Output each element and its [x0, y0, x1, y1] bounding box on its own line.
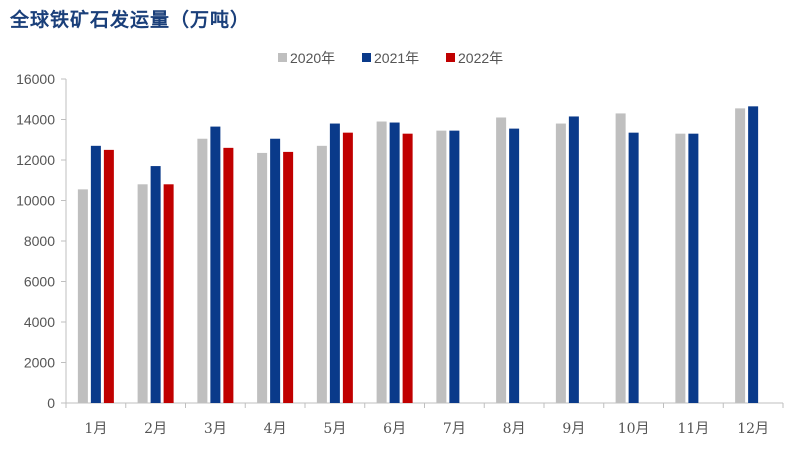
bar-2020年-4月 — [257, 152, 268, 403]
bar-2020年-10月 — [615, 113, 626, 404]
bar-2020年-5月 — [316, 145, 327, 403]
bar-2021年-2月 — [150, 166, 161, 403]
bar-2020年-11月 — [675, 133, 686, 404]
x-tick-label: 2月 — [144, 421, 167, 437]
y-tick-label: 14000 — [16, 112, 55, 128]
y-axis: 0 2000 4000 6000 8000 10000 12000 14000 16000 — [16, 71, 67, 411]
x-axis: 1月 2月 3月 4月 5月 6月 7月 8月 9月 10月 11月 12月 — [65, 402, 784, 437]
y-tick-label: 0 — [47, 395, 55, 411]
x-tick-label: 8月 — [503, 421, 526, 437]
bar-2022年-2月 — [163, 184, 174, 403]
bar-2021年-4月 — [270, 138, 281, 404]
bar-2021年-5月 — [329, 123, 340, 404]
bar-2022年-4月 — [283, 151, 294, 403]
bar-2021年-7月 — [449, 130, 460, 403]
y-tick-label: 8000 — [24, 233, 55, 249]
x-tick-label: 9月 — [562, 421, 585, 437]
y-tick-label: 4000 — [24, 314, 55, 330]
bar-2020年-9月 — [555, 123, 566, 404]
bar-2022年-3月 — [223, 147, 234, 403]
bar-2021年-3月 — [210, 126, 221, 404]
bar-2021年-10月 — [628, 132, 639, 403]
bar-2021年-11月 — [688, 133, 699, 404]
legend-swatch — [278, 53, 287, 62]
bar-2021年-12月 — [748, 106, 759, 404]
x-tick-label: 1月 — [84, 421, 107, 437]
bar-2020年-1月 — [77, 189, 88, 403]
x-tick-label: 5月 — [323, 421, 346, 437]
bar-2020年-6月 — [376, 121, 387, 404]
bar-2021年-6月 — [389, 122, 400, 403]
x-tick-label: 3月 — [204, 421, 227, 437]
bar-2021年-1月 — [90, 145, 101, 403]
x-tick-label: 10月 — [618, 421, 650, 437]
bar-2021年-9月 — [568, 116, 579, 404]
chart-title: 全球铁矿石发运量（万吨） — [10, 9, 251, 31]
legend-swatch — [446, 53, 455, 62]
x-tick-label: 7月 — [443, 421, 466, 437]
x-tick-label: 6月 — [383, 421, 406, 437]
legend-label: 2021年 — [374, 50, 419, 66]
legend-label: 2020年 — [290, 50, 335, 66]
y-tick-label: 2000 — [24, 355, 55, 371]
y-tick-label: 6000 — [24, 274, 55, 290]
x-tick-label: 4月 — [264, 421, 287, 437]
bar-2021年-8月 — [509, 128, 520, 404]
y-tick-label: 12000 — [16, 152, 55, 168]
legend-swatch — [362, 53, 371, 62]
legend: 2020年 2021年 2022年 — [278, 50, 503, 66]
y-tick-label: 10000 — [16, 193, 55, 209]
y-tick-label: 16000 — [16, 71, 55, 87]
bar-2022年-6月 — [402, 133, 413, 404]
bar-2022年-1月 — [103, 149, 114, 403]
bar-2022年-5月 — [342, 132, 353, 403]
legend-label: 2022年 — [458, 50, 503, 66]
x-tick-label: 11月 — [677, 421, 709, 437]
bar-2020年-2月 — [137, 184, 148, 403]
bars — [77, 106, 759, 404]
bar-2020年-3月 — [197, 138, 208, 404]
bar-2020年-12月 — [735, 108, 746, 404]
bar-2020年-8月 — [496, 117, 507, 403]
x-tick-label: 12月 — [737, 421, 769, 437]
bar-2020年-7月 — [436, 130, 447, 403]
